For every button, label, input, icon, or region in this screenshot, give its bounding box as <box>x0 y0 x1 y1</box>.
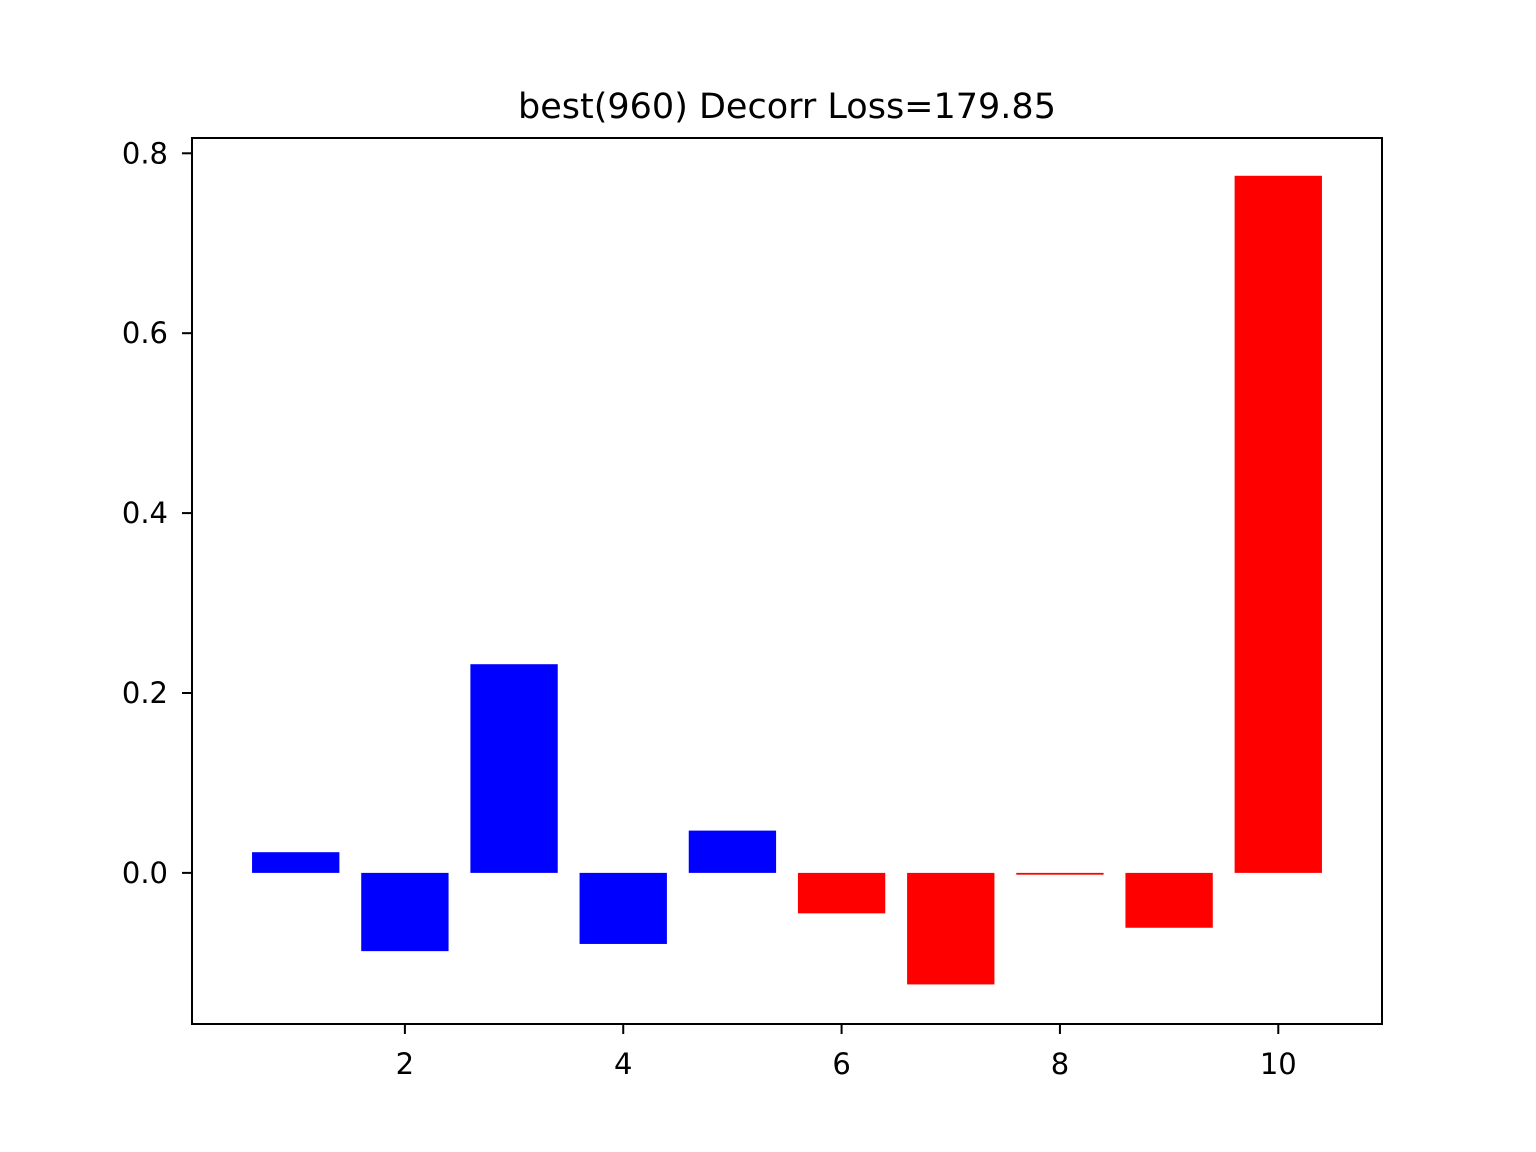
y-tick-label: 0.4 <box>122 496 168 530</box>
bar-4 <box>579 872 667 944</box>
bar-9 <box>1125 872 1213 928</box>
y-tick-label: 0.6 <box>122 316 168 350</box>
bar-8 <box>1016 872 1104 875</box>
bar-7 <box>907 872 995 985</box>
y-tick-label: 0.8 <box>122 136 168 170</box>
x-tick-label: 10 <box>1260 1047 1297 1081</box>
chart-title: best(960) Decorr Loss=179.85 <box>518 87 1056 127</box>
bar-1 <box>252 852 340 873</box>
x-tick-label: 8 <box>1051 1047 1069 1081</box>
bar-3 <box>470 664 558 873</box>
x-tick-label: 4 <box>614 1047 632 1081</box>
bar-10 <box>1234 175 1322 873</box>
bar-2 <box>361 872 449 952</box>
y-tick-label: 0.0 <box>122 856 168 890</box>
axes-layer: 2 4 6 8 10 0.0 0.2 0.4 0.6 0.8 <box>122 136 1297 1081</box>
y-tick-label: 0.2 <box>122 676 168 710</box>
plot-frame <box>191 137 1383 1025</box>
bars-layer <box>252 175 1322 985</box>
bar-6 <box>797 872 886 914</box>
x-tick-label: 2 <box>396 1047 414 1081</box>
x-tick-label: 6 <box>832 1047 850 1081</box>
bar-5 <box>688 830 777 873</box>
